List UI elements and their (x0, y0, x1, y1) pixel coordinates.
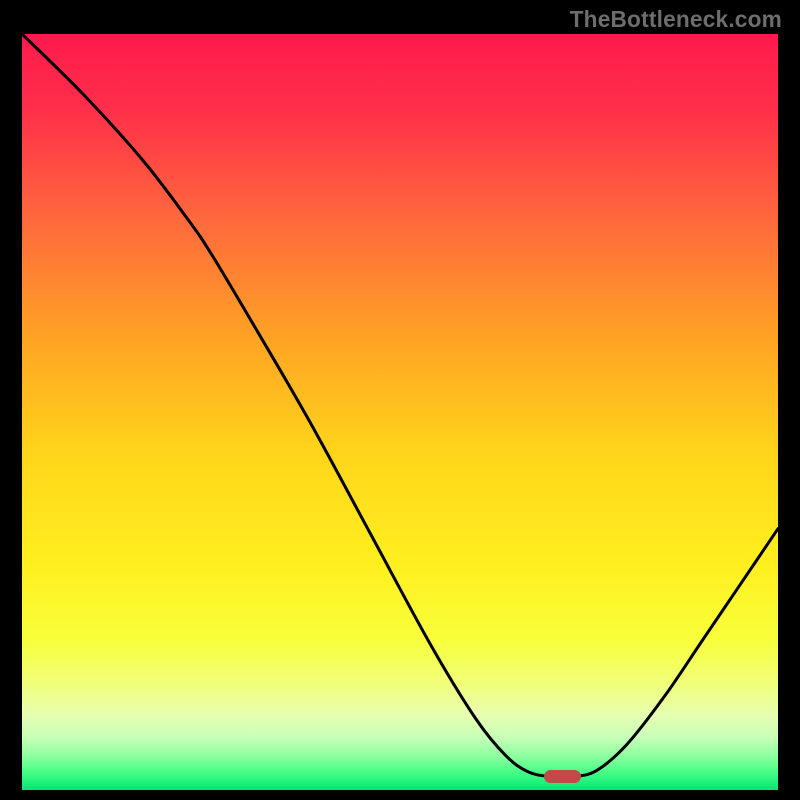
optimal-marker (544, 770, 582, 783)
chart-root: TheBottleneck.com (0, 0, 800, 800)
watermark-text: TheBottleneck.com (570, 6, 782, 33)
plot-area (22, 34, 778, 778)
bottleneck-curve (22, 34, 778, 778)
